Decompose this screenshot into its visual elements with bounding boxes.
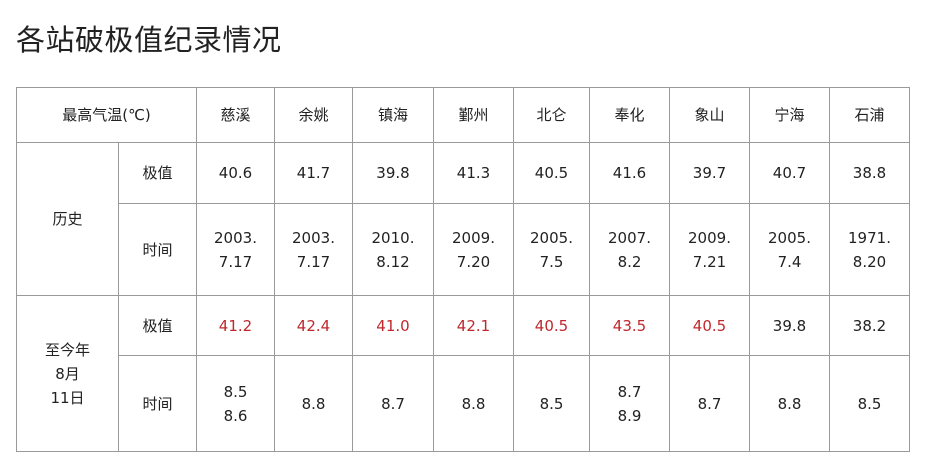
history-value-cell: 41.3 <box>433 142 514 204</box>
history-value-cell: 40.7 <box>749 142 830 204</box>
history-time-cell: 2010. 8.12 <box>352 203 434 296</box>
station-header: 北仑 <box>513 87 590 143</box>
current-value-cell: 42.1 <box>433 295 514 356</box>
current-time-cell: 8.5 <box>829 355 910 452</box>
history-value-cell: 41.7 <box>274 142 353 204</box>
current-time-label: 时间 <box>118 355 197 452</box>
current-group-label: 至今年 8月 11日 <box>16 295 119 452</box>
history-time-label: 时间 <box>118 203 197 296</box>
station-header: 鄞州 <box>433 87 514 143</box>
current-value-cell: 41.2 <box>196 295 275 356</box>
history-time-cell: 2009. 7.20 <box>433 203 514 296</box>
history-time-cell: 2003. 7.17 <box>274 203 353 296</box>
history-group-label: 历史 <box>16 142 119 296</box>
current-value-cell: 40.5 <box>513 295 590 356</box>
station-header: 石浦 <box>829 87 910 143</box>
history-value-cell: 39.8 <box>352 142 434 204</box>
current-value-cell: 38.2 <box>829 295 910 356</box>
current-time-row: 时间 8.5 8.6 8.8 8.7 8.8 8.5 8.7 8.9 8.7 8… <box>17 355 910 452</box>
history-time-cell: 2007. 8.2 <box>589 203 670 296</box>
station-header: 奉化 <box>589 87 670 143</box>
station-header: 宁海 <box>749 87 830 143</box>
current-value-cell: 42.4 <box>274 295 353 356</box>
current-time-cell: 8.5 8.6 <box>196 355 275 452</box>
current-value-label: 极值 <box>118 295 197 356</box>
current-time-cell: 8.7 <box>352 355 434 452</box>
history-value-row: 历史 极值 40.6 41.7 39.8 41.3 40.5 41.6 39.7… <box>16 142 910 296</box>
temperature-record-table: 最高气温(℃) 慈溪 余姚 镇海 鄞州 北仑 奉化 象山 宁海 石浦 历史 极值… <box>16 87 910 452</box>
current-value-row: 至今年 8月 11日 极值 41.2 42.4 41.0 42.1 40.5 4… <box>16 295 910 452</box>
page-title: 各站破极值纪录情况 <box>16 23 282 57</box>
current-time-cell: 8.7 <box>669 355 750 452</box>
current-time-cell: 8.5 <box>513 355 590 452</box>
current-time-cell: 8.8 <box>749 355 830 452</box>
history-time-cell: 2005. 7.5 <box>513 203 590 296</box>
history-time-cell: 2009. 7.21 <box>669 203 750 296</box>
header-row: 最高气温(℃) 慈溪 余姚 镇海 鄞州 北仑 奉化 象山 宁海 石浦 <box>16 87 910 143</box>
history-time-cell: 1971. 8.20 <box>829 203 910 296</box>
current-time-cell: 8.8 <box>274 355 353 452</box>
history-value-label: 极值 <box>118 142 197 204</box>
history-value-cell: 38.8 <box>829 142 910 204</box>
history-time-cell: 2005. 7.4 <box>749 203 830 296</box>
history-time-cell: 2003. 7.17 <box>196 203 275 296</box>
current-value-cell: 41.0 <box>352 295 434 356</box>
history-time-row: 时间 2003. 7.17 2003. 7.17 2010. 8.12 2009… <box>17 203 910 296</box>
history-value-cell: 39.7 <box>669 142 750 204</box>
station-header: 镇海 <box>352 87 434 143</box>
history-value-cell: 40.6 <box>196 142 275 204</box>
current-value-cell: 39.8 <box>749 295 830 356</box>
current-time-cell: 8.7 8.9 <box>589 355 670 452</box>
station-header: 余姚 <box>274 87 353 143</box>
station-header: 象山 <box>669 87 750 143</box>
current-value-cell: 40.5 <box>669 295 750 356</box>
history-value-cell: 41.6 <box>589 142 670 204</box>
station-header: 慈溪 <box>196 87 275 143</box>
history-value-cell: 40.5 <box>513 142 590 204</box>
current-time-cell: 8.8 <box>433 355 514 452</box>
header-label: 最高气温(℃) <box>16 87 197 143</box>
current-value-cell: 43.5 <box>589 295 670 356</box>
